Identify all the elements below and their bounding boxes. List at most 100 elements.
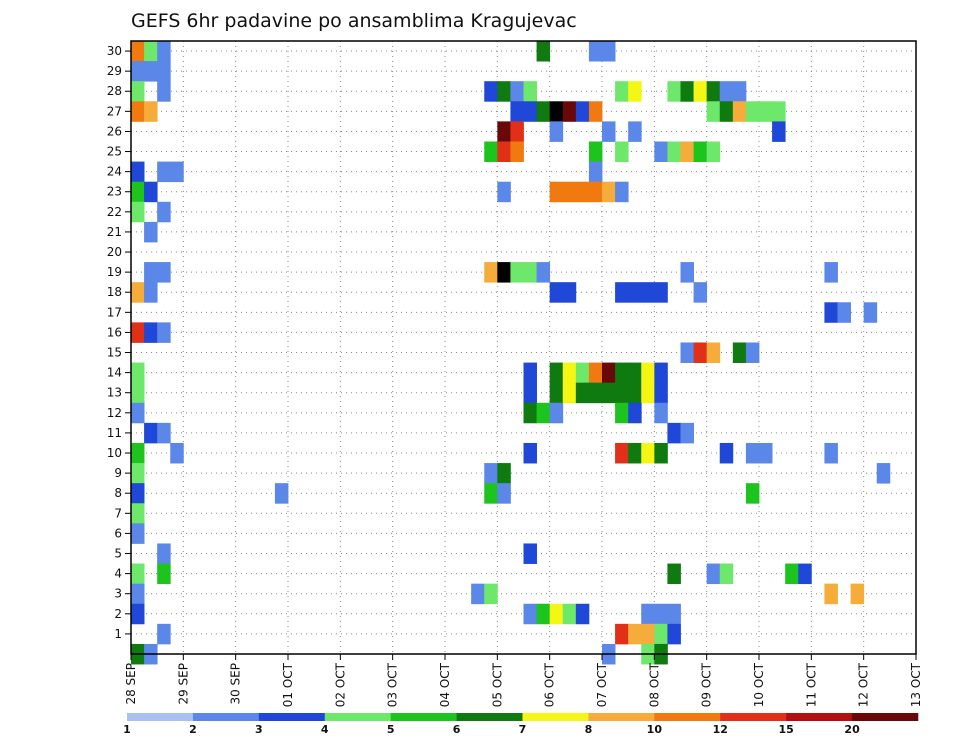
heatmap-cell [523,101,537,122]
legend-label: 10 [647,723,663,736]
y-axis: 1234567891011121314151617181920212223242… [107,44,131,641]
x-tick-label: 11 OCT [804,662,818,707]
y-tick-label: 27 [107,104,122,118]
heatmap-cell [745,442,760,464]
heatmap-cell [759,101,773,122]
y-tick-label: 3 [114,587,122,601]
y-tick-label: 2 [114,607,122,621]
heatmap-cell [575,603,590,625]
y-tick-label: 4 [114,567,122,581]
heatmap-cell [680,342,694,363]
legend-label: 2 [189,723,197,736]
x-tick-label: 06 OCT [543,662,557,707]
heatmap-cell [615,402,629,424]
heatmap-cell [497,121,511,142]
heatmap-cell [628,121,642,142]
heatmap-cell [157,623,171,645]
heatmap-cell [680,422,694,444]
heatmap-cell [484,141,498,162]
heatmap-cell [536,101,551,122]
heatmap-cell [144,422,158,444]
y-tick-label: 11 [107,426,122,440]
heatmap-cell [628,442,642,464]
legend-swatch [588,713,655,721]
heatmap-cell [510,121,524,142]
heatmap-cell [785,563,799,585]
heatmap-cell [706,563,721,585]
heatmap-cell [523,402,537,424]
y-tick-label: 30 [107,44,122,58]
y-tick-label: 10 [107,446,122,460]
x-tick-label: 07 OCT [595,662,609,707]
color-legend: 1 2 3 4 5 6 7 8 10 12 15 20 [123,713,919,736]
heatmap-cell [575,362,590,384]
heatmap-cell [667,623,681,645]
heatmap-cell [628,402,642,424]
heatmap-cell [562,362,577,384]
heatmap-cell [157,61,171,82]
heatmap-cell [654,382,668,404]
legend-swatch [192,713,260,721]
heatmap-cell [131,61,145,82]
legend-swatch [852,713,919,721]
y-tick-label: 21 [107,225,122,239]
heatmap-cell [667,81,681,102]
x-axis: 28 SEP 29 SEP 30 SEP 01 OCT 02 OCT 03 OCT 04 O… [124,654,923,707]
heatmap-cell [628,81,642,102]
x-tick-label: 01 OCT [281,662,295,707]
legend-swatch [258,713,326,721]
heatmap-cell [588,362,603,384]
y-tick-label: 18 [107,285,122,299]
heatmap-cell [588,141,603,162]
heatmap-cell [706,101,721,122]
legend-label: 20 [844,723,860,736]
heatmap-cell [772,101,786,122]
heatmap-cell [654,282,668,303]
heatmap-cell [144,41,158,62]
heatmap-cell [144,181,158,203]
heatmap-cell [131,442,145,464]
heatmap-cell [615,141,629,162]
heatmap-cell [549,121,564,142]
legend-label: 1 [123,723,131,736]
y-tick-label: 19 [107,265,122,279]
heatmap-cell [667,603,681,625]
heatmap-cell [157,543,171,564]
heatmap-cell [615,181,629,203]
heatmap-cell [588,382,603,404]
heatmap-cell [667,563,681,585]
heatmap-cell [536,603,551,625]
heatmap-cell [523,81,537,102]
heatmap-cell [680,262,694,283]
heatmap-cell [131,201,145,223]
heatmap-cell [170,161,184,183]
x-tick-label: 09 OCT [700,662,714,707]
heatmap-cell [144,61,158,82]
heatmap-cell [588,181,603,203]
heatmap-cell [719,81,734,102]
heatmap-cell [575,382,590,404]
heatmap-cell [562,603,577,625]
x-tick-label: 13 OCT [909,662,923,707]
legend-label: 4 [321,723,329,736]
legend-swatch [720,713,787,721]
heatmap-cell [131,81,145,102]
heatmap-cell [131,503,145,524]
heatmap-cell [523,543,537,564]
heatmap-cell [602,181,616,203]
heatmap-cell [549,362,564,384]
y-tick-label: 1 [114,627,122,641]
heatmap-cell [654,141,668,162]
heatmap-cell [680,81,694,102]
heatmap-cell [144,322,158,343]
heatmap-cell [157,201,171,223]
heatmap-cell [144,221,158,243]
heatmap-cell [641,603,655,625]
heatmap-cell [850,583,865,605]
heatmap-cell [588,101,603,122]
heatmap-cell [654,362,668,384]
heatmap-cell [274,483,289,504]
heatmap-cell [157,322,171,343]
x-tick-label: 02 OCT [333,662,347,707]
x-tick-label: 10 OCT [752,662,766,707]
